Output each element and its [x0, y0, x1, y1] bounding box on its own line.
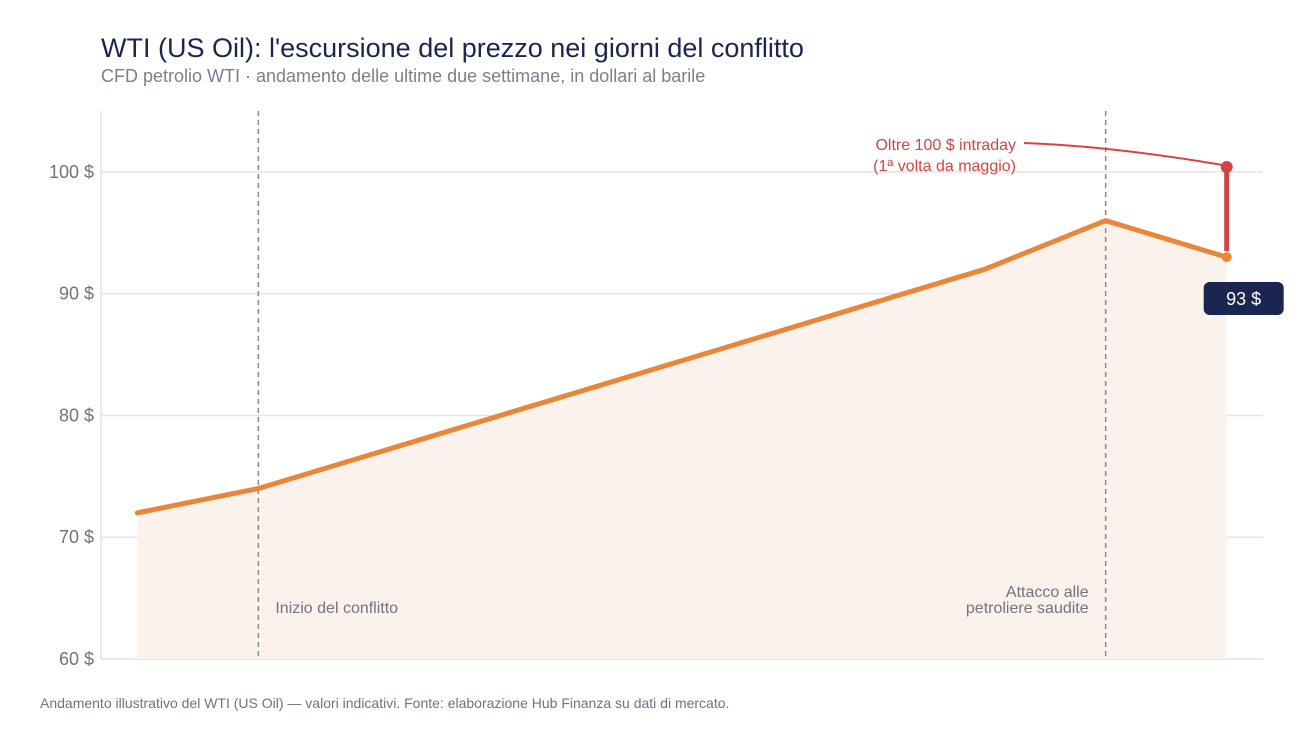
event-label: Attacco alle — [1006, 584, 1089, 601]
event-markers — [257, 111, 1107, 659]
price-line-segment — [1103, 218, 1230, 260]
intraday-highlight — [1023, 142, 1233, 252]
price-line — [134, 218, 1232, 516]
y-axis: 60 $ 70 $ 80 $ 90 $ 100 $ — [49, 111, 102, 669]
price-line-segment — [134, 486, 261, 516]
y-tick-label: 70 $ — [59, 527, 94, 547]
intraday-high-point — [1220, 161, 1233, 174]
annotations: Inizio del conflitto Attacco allepetrolie… — [275, 137, 1284, 617]
last-value-label: 93 $ — [1226, 289, 1261, 309]
price-line-segment — [255, 266, 988, 492]
y-tick-label: 60 $ — [59, 649, 94, 669]
intraday-high-label: (1ª volta da maggio) — [873, 158, 1016, 175]
price-line-segment — [982, 218, 1109, 272]
price-area-fill — [137, 220, 1227, 659]
chart-title: WTI (US Oil): l'escursione del prezzo ne… — [101, 33, 804, 63]
source-note: Andamento illustrativo del WTI (US Oil) … — [40, 695, 730, 711]
y-tick-label: 100 $ — [49, 162, 94, 182]
event-label: Inizio del conflitto — [275, 600, 398, 617]
chart-subtitle: CFD petrolio WTI · andamento delle ultim… — [101, 66, 706, 86]
price-area — [137, 220, 1227, 659]
y-tick-label: 80 $ — [59, 405, 94, 425]
last-value-badge — [1203, 282, 1284, 315]
last-price-point — [1221, 252, 1232, 263]
intraday-callout-curve — [1023, 142, 1223, 167]
intraday-high-label: Oltre 100 $ intraday — [875, 137, 1016, 154]
event-label: petroliere saudite — [966, 600, 1089, 617]
y-tick-label: 90 $ — [59, 284, 94, 304]
